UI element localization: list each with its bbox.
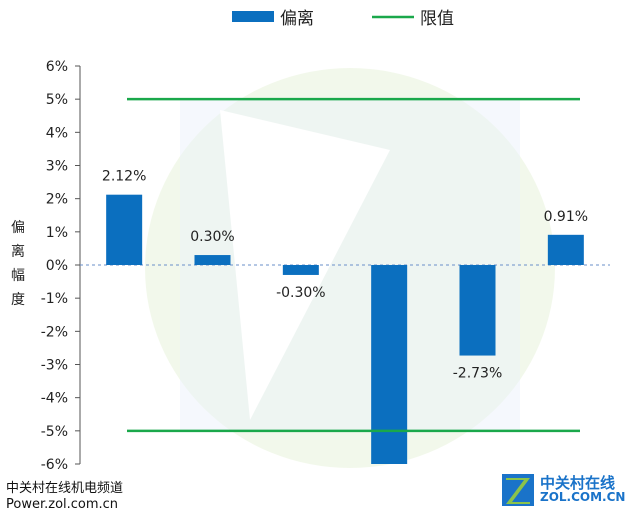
bar xyxy=(194,255,231,265)
bar xyxy=(547,234,584,265)
bar xyxy=(459,265,496,356)
y-tick-label: -1% xyxy=(41,291,68,307)
data-labels: 2.12% 0.30% -0.30% -2.73% 0.91% xyxy=(102,169,588,382)
bar-data-label: 0.30% xyxy=(190,229,234,245)
bar xyxy=(282,265,319,275)
y-tick-label: 0% xyxy=(46,258,68,274)
y-axis-label-char: 幅 xyxy=(11,268,25,284)
bar xyxy=(106,194,143,265)
y-axis-label-char: 离 xyxy=(11,243,25,260)
y-tick-label: -5% xyxy=(41,424,68,440)
y-tick-label: 4% xyxy=(46,125,68,141)
y-tick-label: 1% xyxy=(46,225,68,241)
y-tick-label: 2% xyxy=(46,192,68,208)
legend-label-limit: 限值 xyxy=(420,9,454,29)
bar-data-label: 2.12% xyxy=(102,169,146,185)
source-channel: 中关村在线机电频道 xyxy=(6,481,124,496)
legend-swatch-deviation xyxy=(232,11,274,22)
bar xyxy=(371,265,408,464)
y-axis: 6% 5% 4% 3% 2% 1% 0% -1% -2% -3% -4% -5% -6% xyxy=(41,59,81,473)
y-tick-label: 5% xyxy=(46,92,68,108)
y-axis-label-char: 度 xyxy=(11,292,25,308)
legend: 偏离 限值 xyxy=(232,9,454,29)
source-site: Power.zol.com.cn xyxy=(6,497,119,512)
y-tick-label: -3% xyxy=(41,358,68,374)
bar-data-label: -2.73% xyxy=(453,366,503,382)
zol-logo-icon xyxy=(502,474,534,506)
y-axis-label-char: 偏 xyxy=(11,220,25,236)
y-tick-label: 3% xyxy=(46,159,68,175)
logo-name-en: ZOL.COM.CN xyxy=(540,490,626,504)
y-tick-label: 6% xyxy=(46,59,68,75)
bar-data-label: 0.91% xyxy=(544,209,588,225)
bar-data-label: -0.30% xyxy=(276,285,326,301)
y-tick-label: -6% xyxy=(41,457,68,473)
zol-logo: 中关村在线 ZOL.COM.CN xyxy=(500,468,640,514)
logo-name-cn: 中关村在线 xyxy=(540,474,616,492)
y-tick-label: -2% xyxy=(41,324,68,340)
y-tick-label: -4% xyxy=(41,391,68,407)
limit-lines xyxy=(127,97,580,433)
legend-label-deviation: 偏离 xyxy=(280,9,314,29)
